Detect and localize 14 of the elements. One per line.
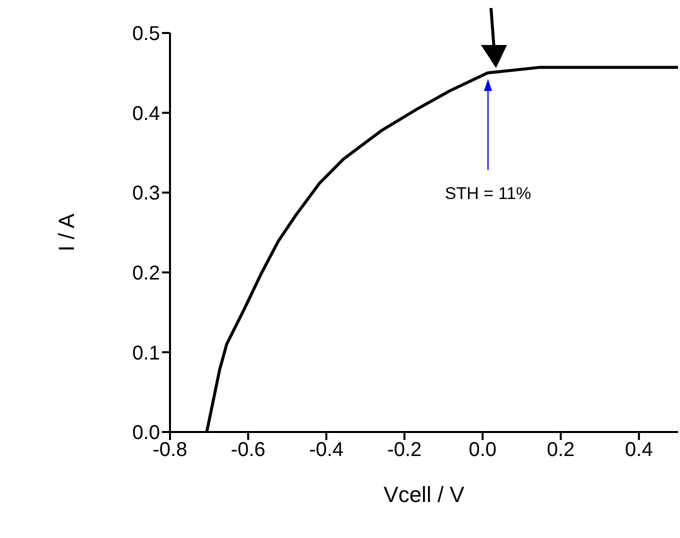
x-tick-label: 0.0 bbox=[468, 439, 497, 462]
x-tick-label: 0.4 bbox=[625, 439, 653, 462]
annotation: STH = 11% bbox=[444, 184, 532, 203]
y-tick-label: 0.4 bbox=[132, 102, 160, 125]
y-tick-label: 0.5 bbox=[132, 23, 160, 46]
x-tick-label: -0.2 bbox=[387, 439, 422, 462]
y-tick-label: 0.1 bbox=[132, 342, 160, 364]
y-axis-title: I / A bbox=[54, 213, 79, 252]
y-tick-label: 0.3 bbox=[132, 182, 160, 205]
x-tick-label: -0.4 bbox=[309, 439, 344, 462]
x-tick-label: 0.2 bbox=[546, 439, 575, 462]
x-tick-label: -0.6 bbox=[230, 439, 266, 462]
x-axis-title: Vcell / V bbox=[384, 482, 465, 507]
y-tick-label: 0.2 bbox=[132, 262, 160, 284]
